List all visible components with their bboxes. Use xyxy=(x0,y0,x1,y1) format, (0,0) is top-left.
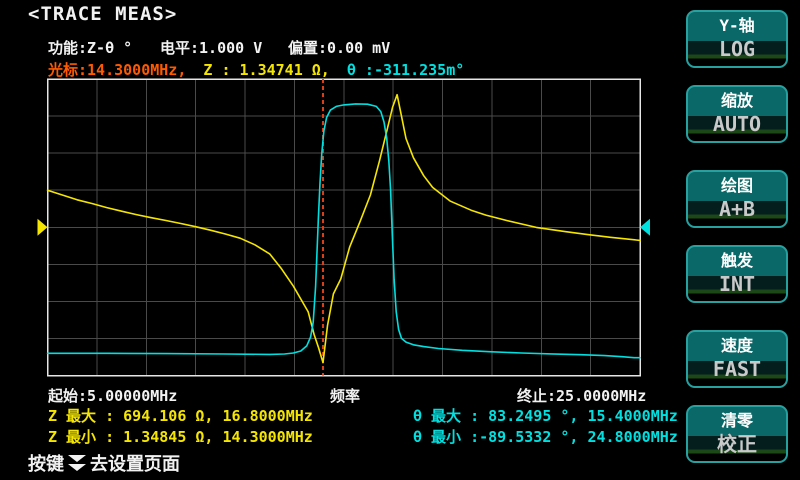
theta-trace xyxy=(46,103,641,359)
level-readout: 电平:1.000 V xyxy=(160,39,263,57)
page-title: <TRACE MEAS> xyxy=(28,3,178,25)
trace-a-ref-marker-icon xyxy=(37,218,48,236)
z-trace xyxy=(46,93,641,364)
softkey-zero-cal-value: 校正 xyxy=(717,432,757,456)
x-axis-title: 频率 xyxy=(330,387,361,405)
softkey-plot-mode[interactable]: 绘图 A+B xyxy=(686,170,788,228)
softkey-speed[interactable]: 速度 FAST xyxy=(686,330,788,388)
softkey-speed-value: FAST xyxy=(712,357,762,381)
footer-hint: 按键 去设置页面 xyxy=(28,450,180,476)
softkey-y-axis-value: LOG xyxy=(718,37,756,61)
footer-hint-prefix: 按键 xyxy=(28,454,64,475)
z-min-readout: Z 最小 : 1.34845 Ω, 14.3000MHz xyxy=(48,428,313,446)
softkey-plot-mode-label: 绘图 xyxy=(720,176,753,195)
z-max-readout: Z 最大 : 694.106 Ω, 16.8000MHz xyxy=(48,407,313,425)
softkey-trigger-label: 触发 xyxy=(720,251,753,270)
trace-b-ref-marker-icon xyxy=(640,218,650,236)
softkey-y-axis-label: Y-轴 xyxy=(719,16,755,35)
function-readout: 功能:Z-θ ° xyxy=(48,39,133,57)
softkey-y-axis[interactable]: Y-轴 LOG xyxy=(686,10,788,68)
cursor-z-value: Z : 1.34741 Ω, xyxy=(203,61,330,79)
softkey-plot-mode-value: A+B xyxy=(718,197,756,221)
softkey-zero-cal[interactable]: 清零 校正 xyxy=(686,405,788,463)
softkey-zero-cal-label: 清零 xyxy=(720,411,753,430)
double-chevron-down-icon xyxy=(68,454,86,471)
footer-hint-suffix: 去设置页面 xyxy=(90,454,180,475)
x-axis-start-label: 起始:5.00000MHz xyxy=(48,387,178,405)
softkey-speed-label: 速度 xyxy=(720,336,753,355)
softkey-scale-label: 缩放 xyxy=(720,91,753,110)
cursor-frequency: 光标:14.3000MHz, xyxy=(48,61,187,79)
bias-readout: 偏置:0.00 mV xyxy=(288,39,391,57)
softkey-scale[interactable]: 缩放 AUTO xyxy=(686,85,788,143)
cursor-theta-value: θ :-311.235m° xyxy=(346,61,465,79)
theta-min-readout: θ 最小 :-89.5332 °, 24.8000MHz xyxy=(413,428,678,446)
softkey-trigger-value: INT xyxy=(718,272,756,296)
cursor-readout: 光标:14.3000MHz, Z : 1.34741 Ω, θ :-311.23… xyxy=(48,59,464,80)
softkey-trigger[interactable]: 触发 INT xyxy=(686,245,788,303)
softkey-scale-value: AUTO xyxy=(712,112,762,136)
theta-max-readout: θ 最大 : 83.2495 °, 15.4000MHz xyxy=(413,407,678,425)
x-axis-stop-label: 终止:25.0000MHz xyxy=(517,387,647,405)
